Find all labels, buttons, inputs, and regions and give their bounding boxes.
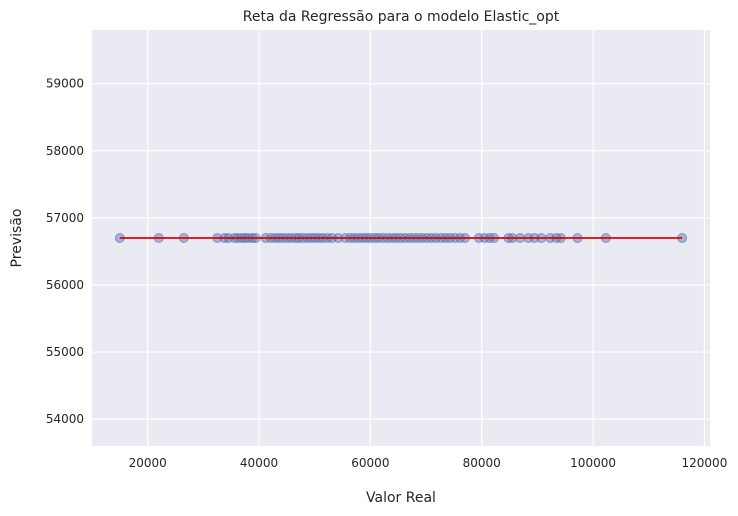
x-tick-label: 20000 xyxy=(129,456,167,470)
y-tick-label: 54000 xyxy=(46,412,84,426)
y-tick-label: 56000 xyxy=(46,278,84,292)
chart-title: Reta da Regressão para o modelo Elastic_… xyxy=(243,9,560,25)
x-tick-label: 120000 xyxy=(682,456,728,470)
x-tick-label: 60000 xyxy=(351,456,389,470)
x-tick-labels: 20000 40000 60000 80000 100000 120000 xyxy=(129,456,728,470)
y-tick-label: 57000 xyxy=(46,211,84,225)
y-tick-label: 55000 xyxy=(46,345,84,359)
y-tick-labels: 54000 55000 56000 57000 58000 59000 xyxy=(46,77,84,426)
y-tick-label: 59000 xyxy=(46,77,84,91)
x-tick-label: 100000 xyxy=(570,456,616,470)
x-axis-label: Valor Real xyxy=(366,490,436,506)
y-axis-label: Previsão xyxy=(9,209,25,268)
y-tick-label: 58000 xyxy=(46,144,84,158)
x-tick-label: 80000 xyxy=(463,456,501,470)
x-tick-label: 40000 xyxy=(240,456,278,470)
